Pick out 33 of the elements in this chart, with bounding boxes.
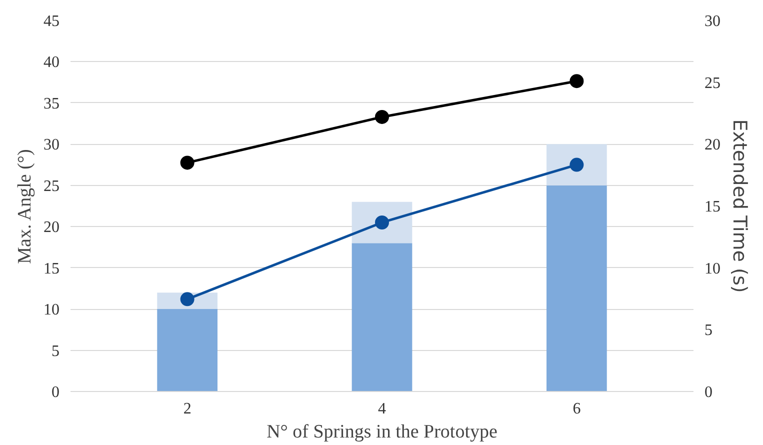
point — [180, 156, 194, 170]
point — [180, 292, 194, 306]
bar — [352, 243, 412, 392]
x-tick-label: 2 — [183, 400, 192, 418]
point — [375, 216, 389, 230]
y2-tick-label: 30 — [704, 13, 720, 30]
y-tick-label: 10 — [44, 302, 60, 319]
y-tick-label: 20 — [44, 219, 60, 236]
x-tick-label: 6 — [572, 400, 581, 418]
y2-tick-label: 5 — [704, 322, 712, 340]
x-axis-title: N° of Springs in the Prototype — [266, 422, 498, 442]
bar — [546, 185, 607, 392]
y-tick-label: 25 — [44, 178, 60, 195]
y-axis-title: Max. Angle (°) — [14, 149, 36, 264]
y-tick-label: 35 — [44, 95, 60, 112]
bar — [157, 309, 218, 392]
point — [570, 74, 584, 88]
y2-axis-title: Extended Time (s) — [728, 119, 750, 293]
y2-tick-label: 20 — [704, 136, 720, 154]
y-tick-label: 0 — [52, 384, 60, 401]
y-tick-label: 45 — [44, 13, 60, 30]
y2-tick-label: 15 — [704, 198, 720, 216]
y-tick-label: 15 — [44, 260, 60, 278]
y2-tick-label: 10 — [704, 260, 720, 278]
y2-tick-label: 25 — [704, 74, 720, 92]
y2-tick-label: 0 — [704, 384, 712, 401]
bar — [546, 144, 607, 186]
point — [570, 158, 584, 172]
y-tick-label: 40 — [44, 54, 60, 72]
y-tick-label: 30 — [44, 136, 60, 154]
x-tick-label: 4 — [378, 400, 386, 418]
y-tick-label: 5 — [52, 342, 60, 360]
point — [375, 110, 389, 124]
